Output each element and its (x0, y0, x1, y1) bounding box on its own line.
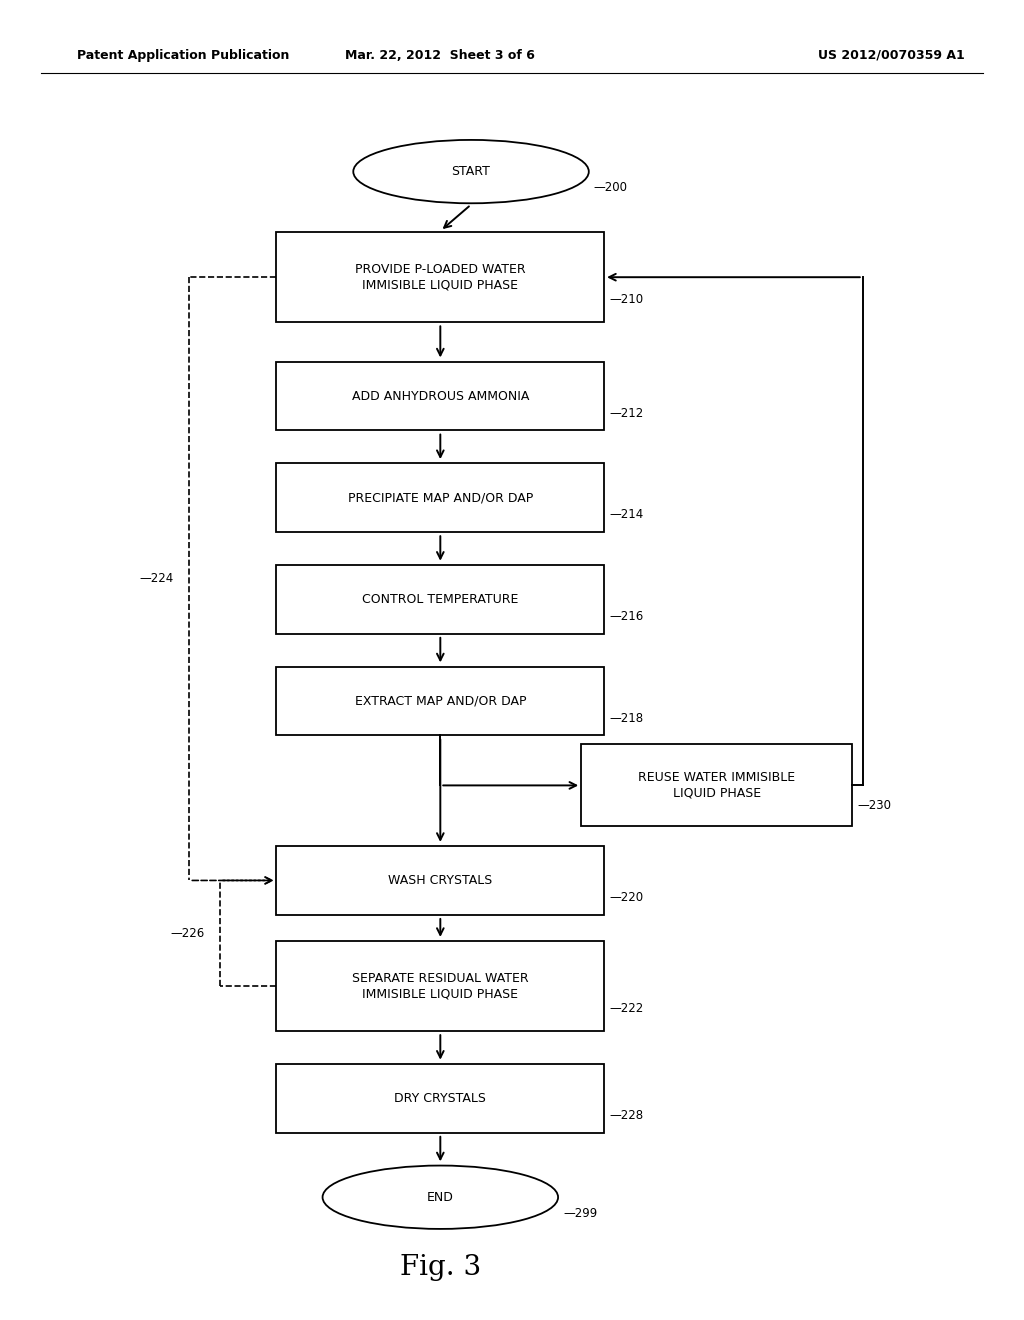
Text: CONTROL TEMPERATURE: CONTROL TEMPERATURE (362, 593, 518, 606)
Bar (276, 463, 604, 532)
Text: —220: —220 (609, 891, 643, 904)
Text: SEPARATE RESIDUAL WATER
IMMISIBLE LIQUID PHASE: SEPARATE RESIDUAL WATER IMMISIBLE LIQUID… (352, 972, 528, 1001)
Text: —230: —230 (858, 800, 892, 812)
Text: REUSE WATER IMMISIBLE
LIQUID PHASE: REUSE WATER IMMISIBLE LIQUID PHASE (638, 771, 796, 800)
Bar (276, 941, 604, 1031)
Bar (276, 232, 604, 322)
Text: —216: —216 (609, 610, 643, 623)
Text: —224: —224 (140, 573, 174, 585)
Bar (276, 1064, 604, 1133)
Bar (276, 362, 604, 430)
Text: —214: —214 (609, 508, 643, 521)
Text: —222: —222 (609, 1002, 643, 1015)
Bar (276, 667, 604, 735)
Bar (276, 846, 604, 915)
Text: —226: —226 (171, 927, 205, 940)
Text: US 2012/0070359 A1: US 2012/0070359 A1 (817, 49, 965, 62)
Bar (276, 565, 604, 634)
Text: —200: —200 (594, 181, 628, 194)
Text: —299: —299 (563, 1206, 597, 1220)
Text: END: END (427, 1191, 454, 1204)
Text: ADD ANHYDROUS AMMONIA: ADD ANHYDROUS AMMONIA (351, 389, 529, 403)
Bar (581, 744, 852, 826)
Text: —212: —212 (609, 407, 643, 420)
Text: DRY CRYSTALS: DRY CRYSTALS (394, 1092, 486, 1105)
Text: Patent Application Publication: Patent Application Publication (77, 49, 289, 62)
Text: WASH CRYSTALS: WASH CRYSTALS (388, 874, 493, 887)
Text: START: START (452, 165, 490, 178)
Text: Mar. 22, 2012  Sheet 3 of 6: Mar. 22, 2012 Sheet 3 of 6 (345, 49, 536, 62)
Text: Fig. 3: Fig. 3 (399, 1254, 481, 1280)
Text: PROVIDE P-LOADED WATER
IMMISIBLE LIQUID PHASE: PROVIDE P-LOADED WATER IMMISIBLE LIQUID … (355, 263, 525, 292)
Text: EXTRACT MAP AND/OR DAP: EXTRACT MAP AND/OR DAP (354, 694, 526, 708)
Text: PRECIPIATE MAP AND/OR DAP: PRECIPIATE MAP AND/OR DAP (348, 491, 532, 504)
Text: —218: —218 (609, 711, 643, 725)
Text: —210: —210 (609, 293, 643, 306)
Text: —228: —228 (609, 1109, 643, 1122)
